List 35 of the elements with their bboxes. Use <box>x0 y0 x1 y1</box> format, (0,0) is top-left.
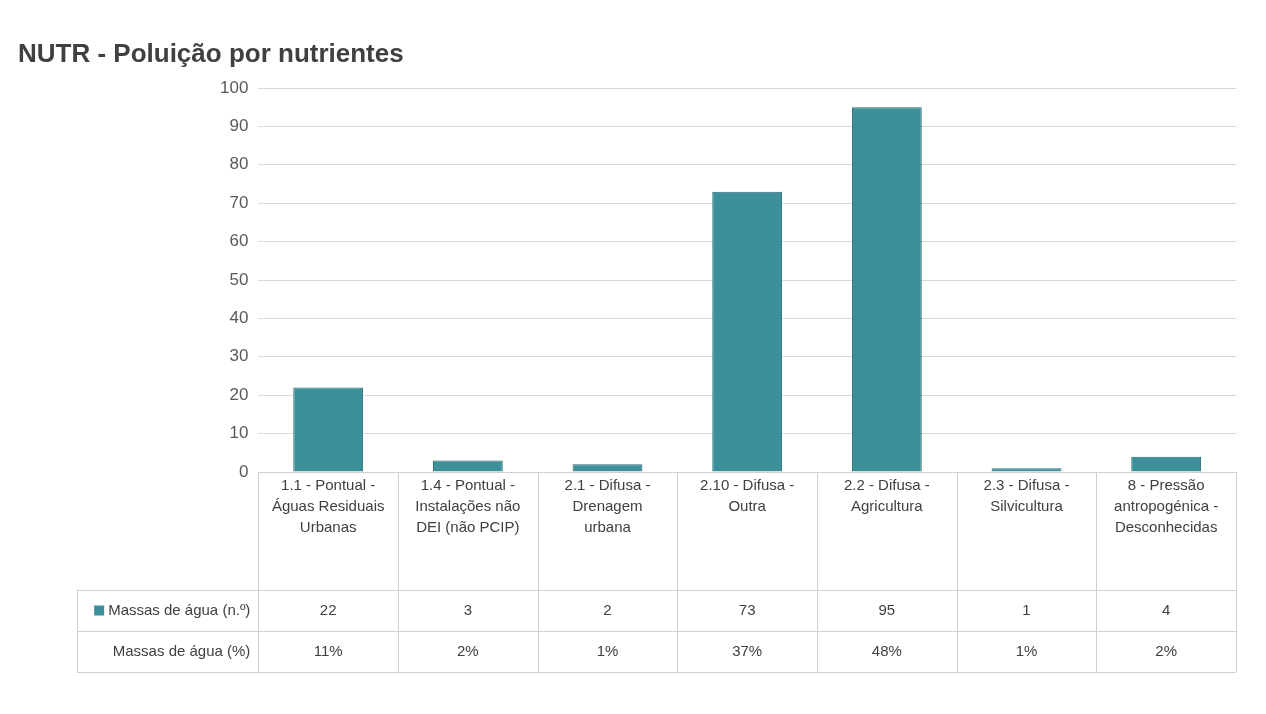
y-tick-label: 50 <box>229 269 249 289</box>
y-tick-label: 70 <box>229 192 249 212</box>
data-label: 22 <box>319 600 337 618</box>
y-tick-label: 40 <box>229 308 249 328</box>
y-tick-label: 80 <box>229 154 249 174</box>
legend-label: Massas de água (n.º) <box>108 600 251 618</box>
data-label: 1 <box>1022 600 1031 618</box>
y-tick-label: 60 <box>229 231 249 251</box>
text: 48% <box>871 641 902 659</box>
data-label: 95 <box>878 600 896 618</box>
x-tick-label: 2.2 - Difusa - Agricultura <box>843 476 930 515</box>
text: 2% <box>457 641 479 659</box>
y-tick-label: 100 <box>219 77 249 97</box>
data-label: 73 <box>738 600 756 618</box>
x-tick-label: 2.3 - Difusa - Silvicultura <box>983 476 1070 515</box>
x-tick-label: 2.1 - Difusa - Drenagem urbana <box>564 476 651 536</box>
text: 1% <box>596 641 619 659</box>
y-tick-label: 0 <box>238 461 249 481</box>
y-tick-label: 20 <box>229 384 249 404</box>
x-tick-label: 8 - Pressão antropogénica - Desconhecidas <box>1114 476 1219 536</box>
x-tick-label: 2.10 - Difusa - Outra <box>700 476 795 515</box>
chart-title: NUTR - Poluição por nutrientes <box>18 38 404 68</box>
data-label: 2 <box>603 600 612 618</box>
y-tick-label: 10 <box>229 423 249 443</box>
text: 11% <box>313 641 343 659</box>
text: Massas de água (%) <box>112 641 251 659</box>
x-tick-label: 1.4 - Pontual - Instalações não DEI (não PCIP) <box>415 476 521 536</box>
x-tick-label: 1.1 - Pontual - Águas Residuais Urbanas <box>271 476 385 536</box>
y-tick-label: 30 <box>229 346 249 366</box>
text: 2% <box>1155 641 1178 659</box>
data-label: 4 <box>1162 600 1171 618</box>
text: 1% <box>1015 641 1038 659</box>
text: 37% <box>732 641 763 659</box>
data-label: 3 <box>463 600 473 618</box>
y-tick-label: 90 <box>229 116 249 136</box>
